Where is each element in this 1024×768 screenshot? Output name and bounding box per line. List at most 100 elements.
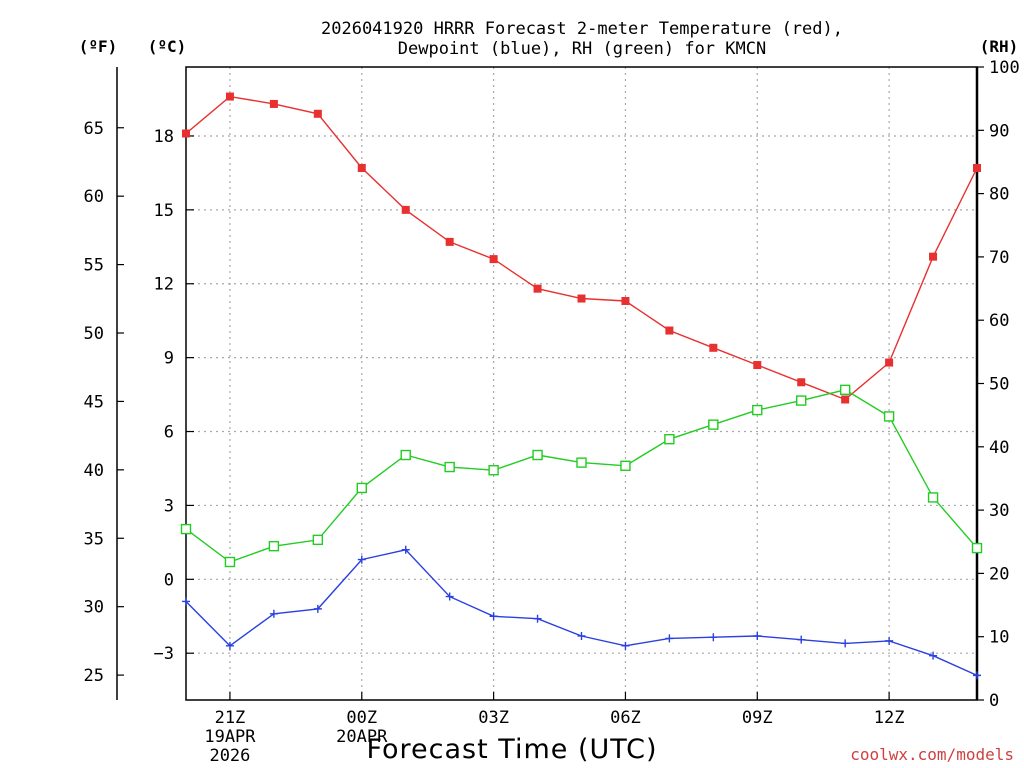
axes: −3 0 3 6 9 12 15 18 25 30 35 40 45 50 55 60 65 0 10 20 30 40 5… [84, 58, 1020, 711]
celsius-unit-label: (ºC) [148, 37, 187, 56]
chart-title-line-1: 2026041920 HRRR Forecast 2-meter Tempera… [321, 19, 843, 39]
dewpoint-point [885, 636, 894, 645]
rh-point [708, 419, 719, 430]
celsius-tick-label: 6 [164, 423, 174, 443]
celsius-tick-label: 15 [154, 201, 174, 221]
rh-point [224, 556, 236, 568]
2-meter-temperature-point [445, 237, 454, 246]
dewpoint-point [313, 604, 322, 613]
dewpoint-point [269, 609, 278, 618]
rh-point [488, 465, 499, 476]
celsius-tick-label: 9 [164, 349, 174, 369]
fahrenheit-tick-label: 65 [84, 119, 104, 139]
rh-tick-label: 20 [989, 564, 1009, 584]
rh-line [185, 389, 978, 563]
dewpoint-point [665, 634, 674, 643]
dewpoint-point [973, 671, 981, 680]
fahrenheit-tick-label: 25 [84, 666, 104, 686]
fahrenheit-tick-label: 30 [84, 598, 104, 618]
rh-point [927, 492, 939, 503]
rh-point [444, 461, 455, 473]
2-meter-temperature-point [182, 129, 190, 138]
rh-point [620, 460, 631, 471]
series-dewpoint [182, 545, 981, 680]
dewpoint-point [182, 597, 190, 606]
x-axis-label: Forecast Time (UTC) [366, 734, 657, 765]
2-meter-temperature-point [401, 205, 410, 214]
x-tick-label: 21Z [215, 708, 246, 728]
celsius-tick-label: 0 [164, 570, 174, 590]
rh-tick-label: 40 [989, 438, 1009, 458]
dewpoint-point [753, 631, 762, 640]
rh-point [532, 449, 543, 461]
2-meter-temperature-point [841, 395, 850, 404]
rh-tick-label: 50 [989, 375, 1009, 395]
rh-point [752, 404, 763, 416]
dewpoint-point [841, 639, 850, 648]
celsius-tick-label: −3 [154, 644, 174, 664]
fahrenheit-tick-label: 40 [84, 461, 104, 481]
dewpoint-point [621, 641, 630, 650]
2-meter-temperature-point [313, 109, 322, 118]
x-tick-label: 03Z [478, 708, 509, 728]
celsius-tick-label: 12 [154, 275, 174, 295]
chart-title-line-2: Dewpoint (blue), RH (green) for KMCN [398, 39, 766, 59]
dewpoint-point [445, 592, 454, 601]
x-tick-year-label: 2026 [209, 746, 250, 766]
series-rh [180, 384, 983, 568]
rh-tick-label: 100 [989, 58, 1020, 78]
rh-tick-label: 10 [989, 628, 1009, 648]
dewpoint-point [797, 635, 806, 644]
dewpoint-point [225, 641, 234, 650]
dewpoint-point [489, 612, 498, 621]
rh-point [312, 534, 324, 546]
2-meter-temperature-point [577, 294, 586, 303]
rh-tick-label: 0 [989, 691, 999, 711]
dewpoint-point [929, 651, 938, 660]
dewpoint-point [401, 545, 410, 554]
fahrenheit-tick-label: 45 [84, 392, 104, 412]
dewpoint-point [577, 631, 586, 640]
rh-point [839, 384, 851, 396]
2-meter-temperature-point [533, 284, 542, 293]
rh-tick-label: 90 [989, 121, 1009, 141]
credit-label: coolwx.com/models [850, 745, 1014, 764]
x-tick-date-label: 19APR [204, 727, 256, 747]
rh-point [356, 482, 367, 494]
2-meter-temperature-point [797, 378, 806, 387]
series-2-meter-temperature [182, 92, 981, 404]
rh-tick-label: 70 [989, 248, 1009, 268]
2-meter-temperature-point [225, 92, 234, 101]
2-meter-temperature-point [489, 255, 498, 264]
x-tick-label: 00Z [346, 708, 377, 728]
2-meter-temperature-point [621, 296, 630, 305]
2-meter-temperature-point [709, 343, 718, 352]
2-meter-temperature-line [185, 95, 978, 401]
dewpoint-point [533, 614, 542, 623]
fahrenheit-tick-label: 60 [84, 187, 104, 207]
fahrenheit-tick-label: 50 [84, 324, 104, 344]
rh-point [883, 411, 895, 422]
x-tick-date-label: 20APR [336, 727, 388, 747]
fahrenheit-tick-label: 35 [84, 529, 104, 549]
data-series [180, 92, 983, 680]
rh-point [400, 449, 411, 461]
2-meter-temperature-point [665, 326, 674, 335]
dewpoint-line [185, 549, 978, 677]
x-tick-label: 09Z [742, 708, 773, 728]
2-meter-temperature-point [753, 361, 762, 370]
rh-unit-label: (RH) [980, 37, 1019, 56]
rh-point [971, 542, 983, 554]
rh-point [180, 523, 192, 535]
2-meter-temperature-point [357, 163, 366, 172]
rh-tick-label: 80 [989, 185, 1009, 205]
plot-frame [185, 66, 978, 701]
celsius-tick-label: 3 [164, 496, 174, 516]
x-tick-label: 12Z [874, 708, 905, 728]
dewpoint-point [709, 633, 718, 642]
rh-tick-label: 30 [989, 501, 1009, 521]
gridlines [186, 67, 977, 700]
rh-point [268, 540, 280, 552]
rh-point [576, 457, 587, 468]
